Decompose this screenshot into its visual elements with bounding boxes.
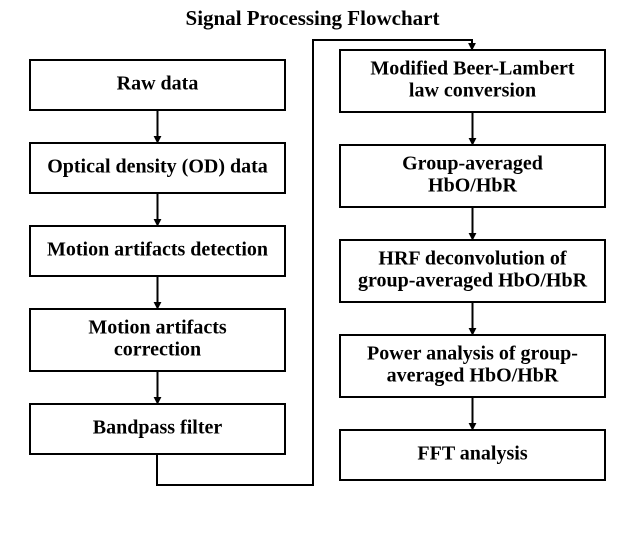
flowchart-node-mac: Motion artifactscorrection bbox=[30, 309, 285, 371]
flowchart-node-label: averaged HbO/HbR bbox=[387, 365, 559, 387]
flowchart-node-mbl: Modified Beer-Lambertlaw conversion bbox=[340, 50, 605, 112]
flowchart-node-bp: Bandpass filter bbox=[30, 404, 285, 454]
flowchart-node-label: group-averaged HbO/HbR bbox=[358, 270, 588, 292]
flowchart-node-label: HRF deconvolution of bbox=[378, 248, 566, 270]
flowchart-node-label: Motion artifacts detection bbox=[47, 239, 268, 261]
flowchart-node-pwr: Power analysis of group-averaged HbO/HbR bbox=[340, 335, 605, 397]
flowchart-node-label: Motion artifacts bbox=[88, 317, 227, 339]
flowchart-node-fft: FFT analysis bbox=[340, 430, 605, 480]
flowchart-node-label: law conversion bbox=[409, 80, 536, 102]
flowchart-node-mad: Motion artifacts detection bbox=[30, 226, 285, 276]
flowchart-node-label: Modified Beer-Lambert bbox=[370, 58, 575, 80]
flowchart-node-od: Optical density (OD) data bbox=[30, 143, 285, 193]
flowchart-node-label: Power analysis of group- bbox=[367, 343, 578, 365]
flowchart-node-label: FFT analysis bbox=[417, 443, 527, 465]
flowchart-node-label: Bandpass filter bbox=[93, 417, 223, 439]
flowchart-node-raw: Raw data bbox=[30, 60, 285, 110]
flowchart-node-label: correction bbox=[114, 339, 201, 361]
flowchart-node-label: Optical density (OD) data bbox=[47, 156, 268, 178]
flowchart-node-grp: Group-averagedHbO/HbR bbox=[340, 145, 605, 207]
flowchart-node-hrf: HRF deconvolution ofgroup-averaged HbO/H… bbox=[340, 240, 605, 302]
flowchart-node-label: Raw data bbox=[117, 73, 199, 95]
signal-processing-flowchart: Signal Processing Flowchart Raw data Optic… bbox=[0, 0, 625, 540]
flowchart-title: Signal Processing Flowchart bbox=[186, 6, 440, 30]
flowchart-node-label: HbO/HbR bbox=[428, 175, 517, 197]
flowchart-node-label: Group-averaged bbox=[402, 153, 543, 175]
